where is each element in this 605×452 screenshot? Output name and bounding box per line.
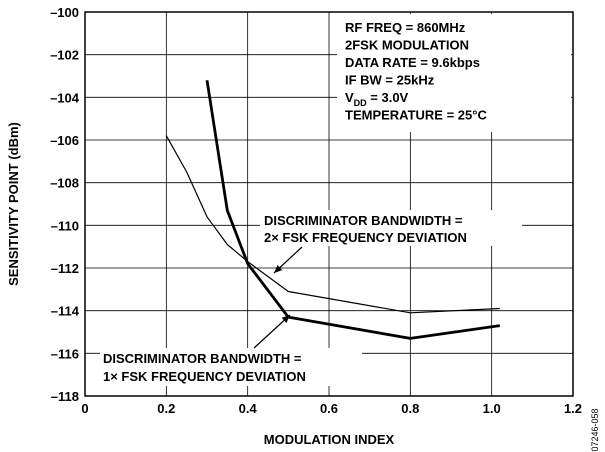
y-axis-title: SENSITIVITY POINT (dBm) [6,122,21,286]
condition-line: TEMPERATURE = 25°C [345,108,487,123]
x-tick-label: 0 [81,401,88,416]
condition-line: DATA RATE = 9.6kbps [345,55,480,70]
labels: DISCRIMINATOR BANDWIDTH = 2× FSK FREQUENC… [100,210,522,386]
y-tick-label: –110 [51,218,79,233]
x-tick-label: 0.6 [320,401,338,416]
condition-line: RF FREQ = 860MHz [345,20,466,35]
y-tick-label: –108 [50,176,79,191]
y-tick-label: –114 [51,304,80,319]
series-line-1x [205,80,500,340]
y-tick-label: –112 [51,261,79,276]
figure-code: 07246-058 [590,408,600,451]
annotation-1x-line2: 1× FSK FREQUENCY DEVIATION [103,369,306,384]
annotation-2x-line1: DISCRIMINATOR BANDWIDTH = [264,213,463,228]
series-group [165,80,500,340]
annotation-2x-bg [260,210,522,246]
x-tick-label: 1.0 [483,401,501,416]
annotation-1x-arrow-line [253,314,291,349]
annotation-1x-bg [100,348,362,386]
y-tick-label: –116 [51,346,79,361]
y-tick-label: –118 [51,389,79,404]
y-tick-label: –102 [50,48,79,63]
x-tick-label: 1.2 [564,401,582,416]
conditions-bg [337,14,571,132]
y-tick-label: –104 [50,90,80,105]
x-tick-label: 0.2 [157,401,175,416]
y-tick-label: –106 [50,133,79,148]
x-tick-label: 0.4 [239,401,258,416]
condition-line: 2FSK MODULATION [345,38,469,53]
series-line-2x [165,135,500,314]
ticks: 0 0.2 0.4 0.6 0.8 1.0 1.2 –100 –102 –104 –106 –108 –… [50,5,582,416]
annotation-1x-arrow-head [281,315,290,323]
annotation-2x-line2: 2× FSK FREQUENCY DEVIATION [264,230,467,245]
x-axis-title: MODULATION INDEX [264,432,395,447]
condition-line: IF BW = 25kHz [345,73,435,88]
conditions-box: RF FREQ = 860MHz 2FSK MODULATION DATA RATE… [337,14,571,132]
condition-line: VDD = 3.0V [345,90,409,108]
x-tick-label: 0.8 [401,401,419,416]
annotation-2x-arrow-head [274,264,283,273]
y-tick-label: –100 [50,5,79,20]
annotation-1x-line1: DISCRIMINATOR BANDWIDTH = [103,351,302,366]
